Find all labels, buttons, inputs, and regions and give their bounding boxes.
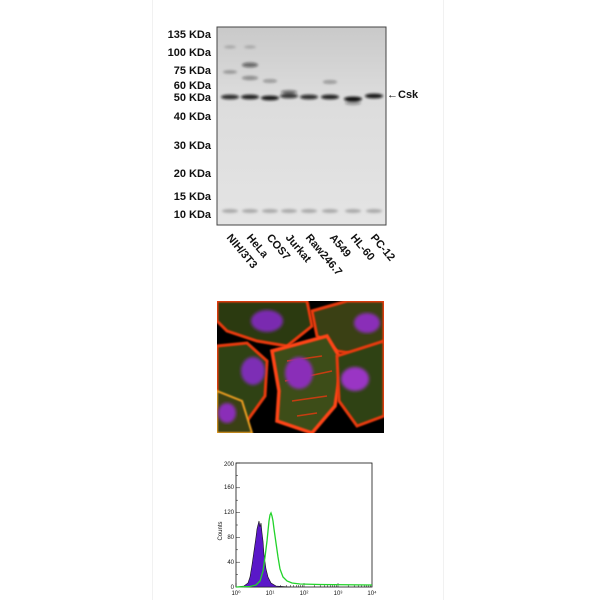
nonspecific-band	[323, 80, 337, 84]
high-mw-band	[244, 45, 256, 49]
mw-marker-15: 15 KDa	[173, 191, 211, 203]
low-band	[345, 209, 361, 213]
csk-label: Csk	[398, 89, 419, 101]
fc-x-tick-1e4: 10⁴	[367, 590, 377, 597]
mw-marker-10: 10 KDa	[173, 209, 211, 221]
csk-band-indicator: ←Csk	[387, 89, 418, 101]
flow-cytometry-histogram: Counts 0 40 80 120 160 200 10⁰ 10¹ 10² 1…	[218, 462, 377, 597]
western-blot-membrane	[216, 26, 387, 226]
csk-band	[261, 95, 279, 101]
high-mw-band	[224, 45, 236, 49]
fc-x-tick-1e0: 10⁰	[231, 590, 241, 597]
nonspecific-band	[223, 70, 237, 74]
fc-y-tick-200: 200	[224, 462, 235, 468]
fc-sample-histogram	[235, 511, 373, 588]
fc-y-tick-120: 120	[224, 510, 235, 516]
fc-y-tick-160: 160	[224, 485, 235, 491]
low-band	[322, 209, 338, 213]
nonspecific-band	[263, 79, 277, 83]
lower-band	[345, 101, 361, 105]
mw-marker-20: 20 KDa	[173, 168, 211, 180]
csk-band	[280, 93, 298, 99]
low-band	[242, 209, 258, 213]
mw-marker-40: 40 KDa	[173, 111, 211, 123]
upper-doublet-band	[281, 90, 297, 94]
csk-band	[221, 94, 239, 100]
fc-y-axis-label: Counts	[218, 521, 224, 540]
fc-control-histogram	[235, 520, 291, 588]
cell-bottom-left	[217, 389, 254, 433]
left-arrow-icon: ←	[387, 89, 398, 101]
csk-band	[241, 94, 259, 100]
cell-center	[270, 333, 344, 433]
cell-right	[335, 339, 384, 428]
low-band	[281, 209, 297, 213]
csk-band	[321, 94, 339, 100]
mw-marker-75: 75 KDa	[173, 65, 211, 77]
fc-x-tick-1e3: 10³	[334, 591, 343, 597]
low-band	[262, 209, 278, 213]
mw-marker-135: 135 KDa	[167, 29, 211, 41]
fc-y-tick-0: 0	[231, 585, 235, 591]
low-band	[301, 209, 317, 213]
nonspecific-band	[242, 62, 258, 68]
nonspecific-band	[242, 76, 258, 80]
mw-marker-50: 50 KDa	[173, 92, 211, 104]
csk-band	[344, 96, 362, 102]
csk-band	[300, 94, 318, 100]
mw-marker-100: 100 KDa	[167, 47, 211, 59]
low-band	[222, 209, 238, 213]
fc-y-tick-40: 40	[227, 560, 234, 566]
csk-band	[365, 93, 383, 99]
fc-x-tick-1e2: 10²	[300, 591, 309, 597]
low-band	[366, 209, 382, 213]
mw-marker-30: 30 KDa	[173, 140, 211, 152]
fc-x-tick-1e1: 10¹	[266, 591, 275, 597]
mw-marker-60: 60 KDa	[173, 80, 211, 92]
immunofluorescence-image	[217, 301, 384, 433]
fc-y-tick-80: 80	[227, 535, 234, 541]
cell-top-left	[217, 301, 314, 348]
